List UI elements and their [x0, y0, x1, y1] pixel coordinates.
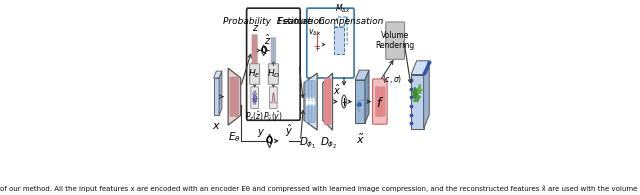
FancyBboxPatch shape: [246, 8, 300, 120]
Text: $(c, \sigma)$: $(c, \sigma)$: [382, 73, 402, 85]
FancyBboxPatch shape: [324, 78, 331, 125]
FancyBboxPatch shape: [306, 81, 309, 122]
Text: $D_{\phi_1}$: $D_{\phi_1}$: [299, 135, 317, 150]
FancyBboxPatch shape: [271, 38, 273, 63]
Text: $z$: $z$: [252, 23, 260, 33]
FancyBboxPatch shape: [372, 79, 387, 124]
FancyBboxPatch shape: [232, 77, 234, 116]
Text: Q: Q: [266, 136, 273, 145]
FancyBboxPatch shape: [273, 38, 276, 63]
Polygon shape: [411, 61, 429, 74]
Polygon shape: [261, 45, 266, 56]
Text: Q: Q: [260, 46, 267, 55]
Text: Probability  Estimation: Probability Estimation: [223, 17, 324, 26]
Text: $M_{\Delta x}$: $M_{\Delta x}$: [335, 3, 350, 15]
Text: $H_E$: $H_E$: [248, 68, 261, 80]
Polygon shape: [214, 71, 222, 78]
Polygon shape: [214, 78, 219, 115]
FancyBboxPatch shape: [234, 77, 237, 116]
Text: Figure 3. NeRFCodec: The architecture of our method. All the input features x ar: Figure 3. NeRFCodec: The architecture of…: [0, 185, 640, 192]
Circle shape: [342, 95, 346, 108]
FancyBboxPatch shape: [307, 8, 354, 78]
Text: Volume
Rendering: Volume Rendering: [376, 31, 415, 50]
FancyBboxPatch shape: [250, 64, 260, 84]
Polygon shape: [417, 84, 422, 93]
Text: $H_D$: $H_D$: [267, 68, 280, 80]
FancyBboxPatch shape: [237, 77, 239, 116]
Polygon shape: [228, 68, 241, 125]
Text: $x$: $x$: [212, 121, 221, 131]
Polygon shape: [219, 71, 222, 115]
FancyBboxPatch shape: [251, 87, 259, 108]
Text: $E_{\theta}$: $E_{\theta}$: [228, 130, 241, 144]
Text: Feature  Compensation: Feature Compensation: [278, 17, 383, 26]
Text: $\hat{y}$: $\hat{y}$: [285, 123, 293, 139]
Polygon shape: [267, 134, 273, 148]
Text: $\hat{z}$: $\hat{z}$: [264, 32, 271, 47]
FancyBboxPatch shape: [308, 81, 312, 122]
Polygon shape: [334, 27, 344, 54]
Text: $v_{\Delta x}$: $v_{\Delta x}$: [308, 28, 322, 38]
Polygon shape: [424, 61, 429, 129]
FancyBboxPatch shape: [376, 87, 379, 116]
Text: $\hat{x}$: $\hat{x}$: [333, 82, 342, 97]
FancyBboxPatch shape: [230, 77, 232, 116]
Polygon shape: [365, 70, 369, 123]
FancyBboxPatch shape: [268, 64, 278, 84]
Polygon shape: [355, 80, 365, 123]
Text: $\tilde{x}$: $\tilde{x}$: [356, 133, 364, 146]
FancyBboxPatch shape: [269, 87, 277, 108]
Text: $D_{\phi_2}$: $D_{\phi_2}$: [319, 135, 337, 150]
Text: $P_z(\hat{z})$: $P_z(\hat{z})$: [245, 109, 264, 123]
FancyBboxPatch shape: [252, 35, 255, 66]
FancyBboxPatch shape: [386, 22, 404, 59]
Text: $f$: $f$: [376, 96, 384, 110]
Polygon shape: [411, 74, 424, 129]
Polygon shape: [412, 87, 417, 98]
Polygon shape: [304, 73, 317, 130]
FancyBboxPatch shape: [255, 35, 257, 66]
FancyBboxPatch shape: [379, 87, 382, 116]
Polygon shape: [414, 89, 420, 102]
Polygon shape: [323, 73, 333, 130]
Polygon shape: [355, 70, 369, 80]
FancyBboxPatch shape: [312, 81, 315, 122]
FancyBboxPatch shape: [382, 87, 385, 116]
Text: $y$: $y$: [257, 127, 265, 139]
Text: $P_{\hat{y}}(\hat{y})$: $P_{\hat{y}}(\hat{y})$: [264, 109, 284, 124]
